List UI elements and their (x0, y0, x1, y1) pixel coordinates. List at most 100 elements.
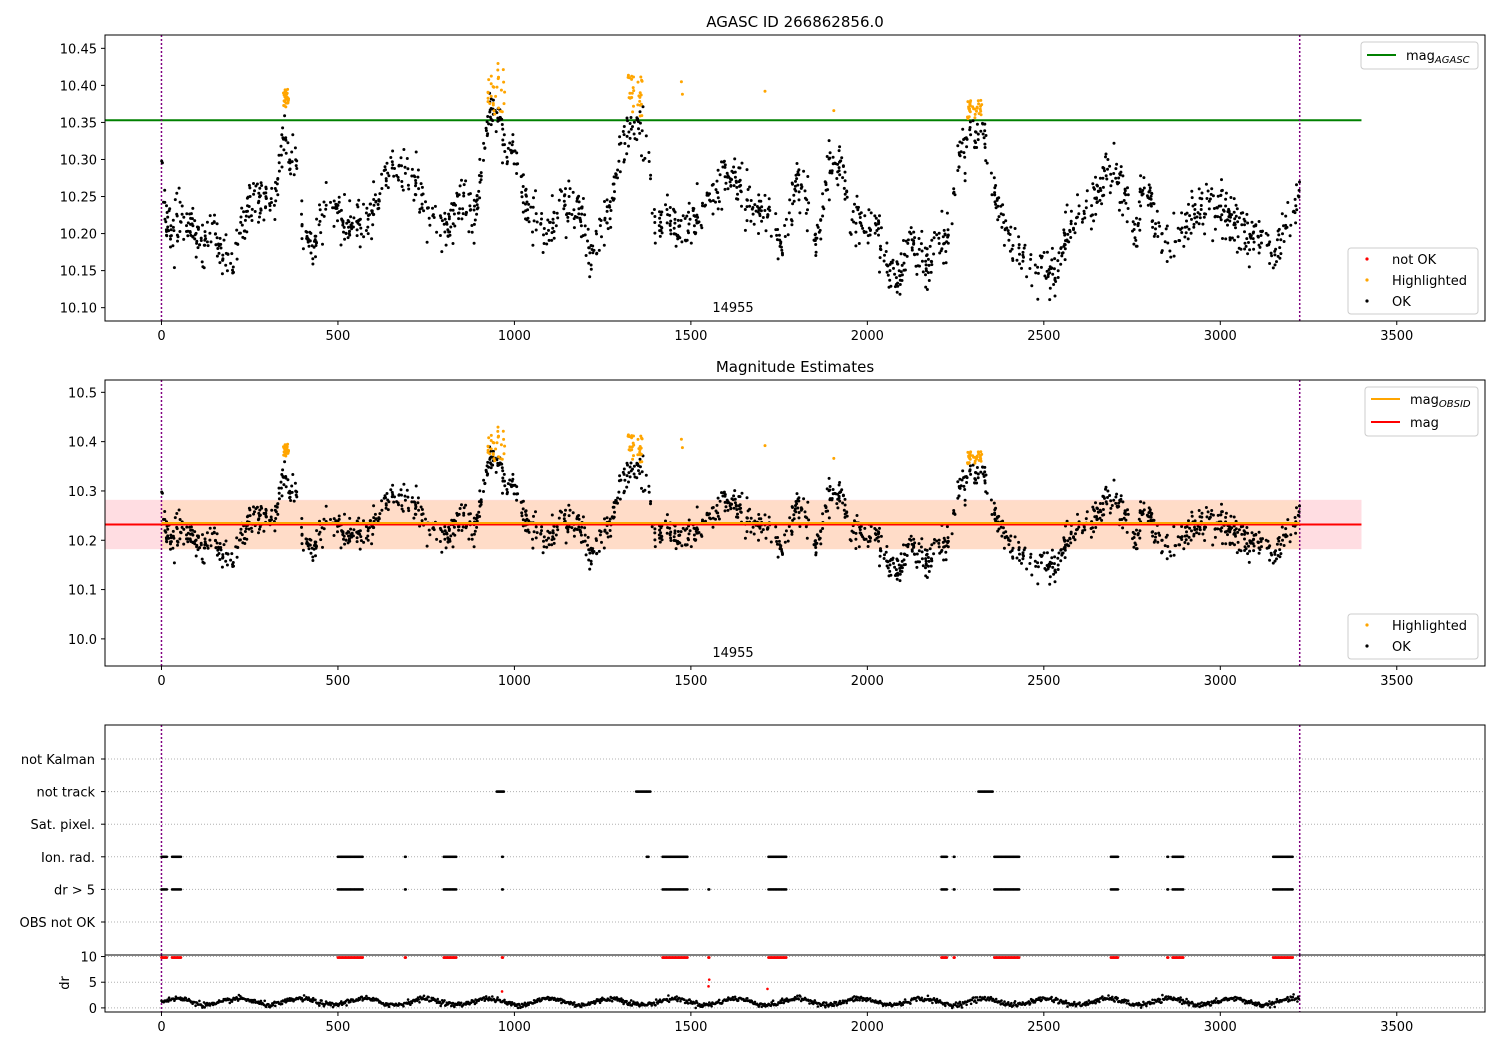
ok-point (1135, 244, 1139, 248)
ok-point (203, 243, 207, 247)
ok-point (658, 528, 662, 532)
ok-point (494, 130, 498, 134)
ok-point (1248, 549, 1252, 553)
ok-point (1216, 194, 1220, 198)
ok-point (276, 512, 280, 516)
ok-point (761, 216, 765, 219)
ok-point (567, 195, 571, 198)
ok-point (1095, 506, 1099, 510)
ok-point (577, 514, 581, 517)
ok-point (562, 517, 566, 521)
ok-point (692, 214, 696, 218)
ok-point (532, 530, 536, 534)
ok-point (587, 261, 591, 265)
highlighted-point (632, 75, 635, 79)
ok-point (1285, 225, 1289, 229)
ok-point (1068, 536, 1072, 540)
ok-point (902, 558, 906, 562)
ok-point (246, 204, 249, 208)
legend-mag-obsid-main: mag (1410, 393, 1439, 408)
dr-point (253, 998, 257, 1002)
ok-point (205, 220, 209, 224)
ok-point (842, 508, 846, 512)
ok-point (997, 215, 1001, 219)
ok-point (658, 234, 662, 238)
ok-point (760, 219, 764, 223)
ok-point (273, 218, 277, 221)
ok-point (738, 178, 742, 182)
dr-point (482, 996, 486, 999)
highlighted-point (638, 99, 642, 103)
highlighted-point (638, 95, 642, 99)
ok-point (1007, 231, 1011, 235)
highlighted-point (489, 74, 493, 78)
ok-point (1085, 189, 1089, 193)
ok-point (191, 206, 195, 210)
ok-point (1197, 222, 1201, 226)
ok-point (1133, 222, 1137, 226)
ok-point (909, 534, 913, 538)
ok-point (679, 530, 683, 534)
ok-point (1092, 219, 1096, 223)
ok-point (1065, 238, 1069, 242)
ok-point (629, 127, 633, 131)
ok-point (566, 530, 570, 534)
ok-point (1200, 511, 1204, 515)
ok-point (924, 559, 928, 563)
ok-point (821, 192, 825, 196)
ok-point (854, 221, 858, 225)
ok-point (1101, 513, 1105, 517)
ok-point (1106, 489, 1110, 493)
ok-point (885, 564, 889, 568)
dr-point (456, 1003, 459, 1007)
highlighted-point (973, 455, 977, 459)
ok-point (640, 129, 644, 133)
ok-point (540, 212, 544, 215)
ok-point (286, 141, 290, 145)
ok-point (594, 537, 598, 541)
ok-point (178, 537, 182, 541)
ok-point (728, 180, 732, 184)
dr-point (436, 997, 440, 1001)
ok-point (356, 221, 360, 225)
ok-point (606, 227, 610, 231)
ok-point (179, 531, 183, 535)
ok-point (253, 510, 256, 514)
ok-point (289, 499, 293, 502)
ok-point (508, 141, 512, 145)
ok-point (472, 208, 476, 212)
ok-point (784, 529, 788, 533)
ok-point (1053, 294, 1057, 298)
ok-point (548, 531, 552, 535)
ok-point (603, 517, 606, 521)
ok-point (247, 215, 251, 219)
ok-point (452, 201, 456, 205)
ok-point (1278, 246, 1282, 250)
ok-point (893, 272, 897, 276)
ok-point (232, 564, 235, 568)
ok-point (640, 486, 643, 490)
ok-point (370, 209, 374, 213)
ok-point (923, 246, 927, 250)
ok-point (883, 553, 886, 557)
ok-point (488, 461, 492, 465)
ok-point (1154, 532, 1158, 536)
ok-point (1187, 202, 1190, 206)
ok-point (841, 493, 845, 497)
ok-point (722, 160, 726, 164)
ok-point (589, 263, 593, 267)
ok-point (887, 574, 891, 578)
ok-point (758, 214, 762, 218)
ok-point (185, 525, 189, 529)
ok-point (858, 221, 862, 224)
ok-point (1048, 298, 1052, 302)
legend-mag-label: mag (1410, 416, 1439, 431)
agasc-x-axis: 0 500 1000 1500 2000 2500 3000 3500 (157, 321, 1413, 344)
ok-point (1213, 535, 1217, 539)
ok-point (1006, 229, 1010, 233)
highlighted-point (968, 102, 972, 106)
ok-point (856, 208, 860, 212)
ok-point (1138, 217, 1142, 221)
ok-point (910, 246, 914, 250)
ok-point (644, 473, 648, 477)
